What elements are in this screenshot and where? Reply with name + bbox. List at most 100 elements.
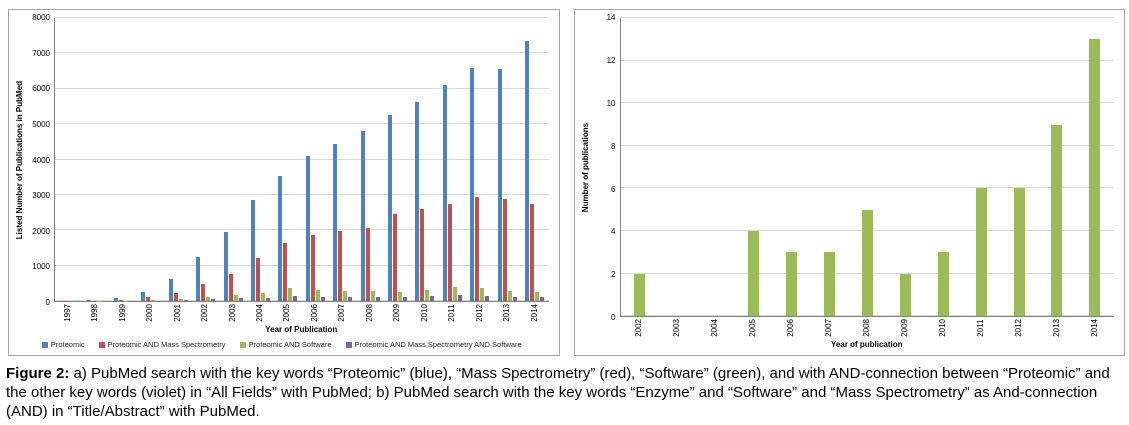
chart-a-x-axis-title: Year of Publication	[265, 325, 338, 334]
legend-label: Proteomic AND Mass Spectrometry AND Soft…	[354, 340, 522, 349]
bar-group	[360, 18, 380, 302]
x-tick-label: 2000	[145, 304, 155, 322]
x-tick-label: 2011	[447, 304, 457, 322]
x-tick-label: 2008	[861, 319, 871, 337]
bar	[86, 300, 91, 302]
y-tick-label: 7000	[32, 48, 50, 58]
bar	[206, 296, 211, 302]
gridline	[55, 194, 549, 196]
bar-group	[470, 18, 490, 302]
y-tick-label: 2000	[32, 226, 50, 236]
x-tick: 2006	[301, 304, 328, 322]
x-tick-label: 2007	[337, 304, 347, 322]
x-tick: 2008	[848, 319, 886, 337]
figure-caption-text: a) PubMed search with the key words “Pro…	[6, 365, 1110, 421]
bar	[343, 291, 348, 302]
bar	[447, 203, 452, 302]
bar-group	[710, 18, 721, 316]
legend-item: Proteomic AND Mass Spectrometry	[98, 340, 226, 349]
bar	[480, 287, 485, 302]
gridline	[620, 102, 1114, 104]
bar	[975, 188, 987, 317]
legend-label: Proteomic AND Software	[248, 340, 332, 349]
bar	[633, 273, 645, 317]
legend-label: Proteomic AND Mass Spectrometry	[107, 340, 226, 349]
x-tick-label: 1999	[117, 304, 127, 322]
bar	[535, 291, 540, 302]
bar-group	[785, 18, 797, 317]
x-tick-label: 2010	[937, 319, 947, 337]
bar	[899, 273, 911, 317]
figure-caption-label: Figure 2:	[6, 365, 70, 382]
chart-a-panel: Listed Number of Publications in PubMed …	[8, 9, 560, 356]
bar-group	[305, 18, 325, 302]
bar-group	[251, 18, 271, 302]
bar	[475, 196, 480, 302]
gridline	[55, 158, 549, 160]
x-tick-label: 2006	[309, 304, 319, 322]
gridline	[55, 123, 549, 125]
bar	[365, 228, 370, 302]
bar-group	[168, 18, 188, 302]
bar-group	[114, 18, 134, 302]
x-tick-label: 2004	[709, 319, 719, 337]
chart-a-y-axis: 8000 7000 6000 5000 4000 3000 2000 1000 0	[26, 13, 54, 307]
gridline	[55, 52, 549, 54]
x-tick-label: 2013	[502, 304, 512, 322]
chart-a-legend: Proteomic Proteomic AND Mass Spectrometry…	[15, 334, 549, 349]
bar	[119, 299, 124, 302]
x-tick: 2012	[1000, 319, 1038, 337]
bar	[1089, 39, 1101, 317]
bar	[507, 290, 512, 302]
bar	[747, 231, 759, 317]
x-tick-label: 2010	[419, 304, 429, 322]
x-tick: 1998	[81, 304, 108, 322]
bar-group	[672, 18, 683, 316]
bar	[333, 143, 338, 302]
gridline	[55, 264, 549, 266]
x-tick: 2000	[136, 304, 163, 322]
bar-group	[823, 18, 835, 317]
bar	[91, 300, 96, 302]
x-tick: 2005	[734, 319, 772, 337]
bar-group	[278, 18, 298, 302]
x-tick: 2014	[1076, 319, 1114, 337]
x-tick: 2002	[191, 304, 218, 322]
bar	[141, 291, 146, 302]
y-tick-label: 12	[606, 55, 616, 65]
bar	[238, 298, 243, 302]
legend-swatch	[239, 341, 246, 348]
chart-b-y-axis-title: Number of publications	[580, 122, 590, 213]
bar-group	[633, 18, 645, 317]
bar	[360, 131, 365, 302]
legend-swatch	[345, 341, 352, 348]
bar	[540, 296, 545, 302]
bar	[266, 297, 271, 302]
bar	[485, 295, 490, 302]
bar	[261, 293, 266, 302]
y-tick-label: 8	[611, 141, 616, 151]
x-tick: 2013	[494, 304, 521, 322]
x-tick-label: 2005	[282, 304, 292, 322]
gridline	[55, 87, 549, 89]
x-tick: 2011	[439, 304, 466, 322]
bar	[168, 279, 173, 302]
legend-item: Proteomic	[41, 340, 85, 349]
x-tick-label: 2012	[1013, 319, 1023, 337]
chart-a-plot-area	[54, 17, 549, 303]
bar	[178, 299, 183, 302]
bar-group	[525, 18, 545, 302]
bar	[283, 242, 288, 302]
x-tick: 2009	[886, 319, 924, 337]
x-tick: 2007	[810, 319, 848, 337]
bar-group	[899, 18, 911, 317]
y-tick-label: 10	[606, 98, 616, 108]
gridline	[55, 17, 549, 18]
bar	[525, 41, 530, 302]
bar	[398, 292, 403, 302]
legend-item: Proteomic AND Mass Spectrometry AND Soft…	[345, 340, 522, 349]
x-tick-label: 2014	[1089, 319, 1099, 337]
bar	[320, 296, 325, 302]
x-tick: 2001	[164, 304, 191, 322]
bar	[403, 296, 408, 302]
